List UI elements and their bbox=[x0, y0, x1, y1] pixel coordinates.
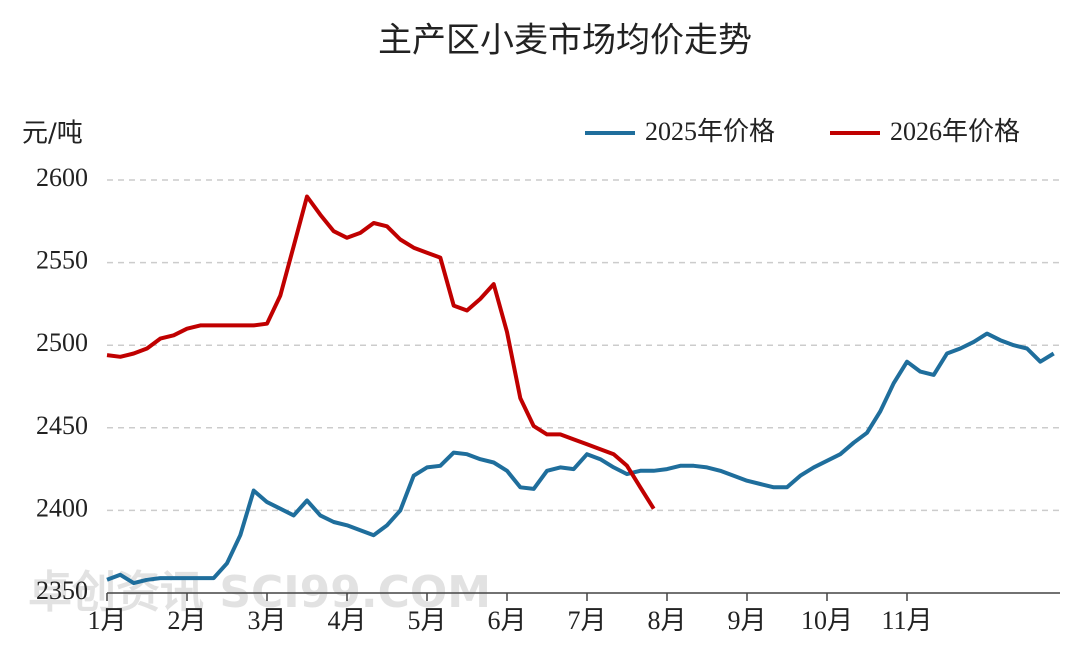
legend-label: 2025年价格 bbox=[645, 117, 775, 146]
x-tick-label: 3月 bbox=[247, 606, 286, 635]
y-tick-label: 2400 bbox=[36, 493, 88, 522]
line-series bbox=[106, 331, 1055, 586]
line-series bbox=[106, 194, 656, 510]
x-tick-label: 10月 bbox=[801, 606, 853, 635]
x-tick-label: 4月 bbox=[327, 606, 366, 635]
x-tick-label: 7月 bbox=[567, 606, 606, 635]
y-axis-label: 元/吨 bbox=[22, 119, 83, 149]
chart-title: 主产区小麦市场均价走势 bbox=[378, 21, 752, 61]
x-tick-label: 2月 bbox=[167, 606, 206, 635]
y-tick-label: 2600 bbox=[36, 163, 88, 192]
x-tick-label: 1月 bbox=[87, 606, 126, 635]
y-tick-label: 2450 bbox=[36, 411, 88, 440]
x-tick-label: 8月 bbox=[647, 606, 686, 635]
x-tick-label: 11月 bbox=[881, 606, 932, 635]
y-tick-label: 2550 bbox=[36, 246, 88, 275]
legend-label: 2026年价格 bbox=[890, 117, 1020, 146]
y-tick-label: 2350 bbox=[36, 576, 88, 605]
x-tick-label: 9月 bbox=[727, 606, 766, 635]
y-tick-label: 2500 bbox=[36, 328, 88, 357]
x-tick-label: 6月 bbox=[487, 606, 526, 635]
x-tick-label: 5月 bbox=[407, 606, 446, 635]
